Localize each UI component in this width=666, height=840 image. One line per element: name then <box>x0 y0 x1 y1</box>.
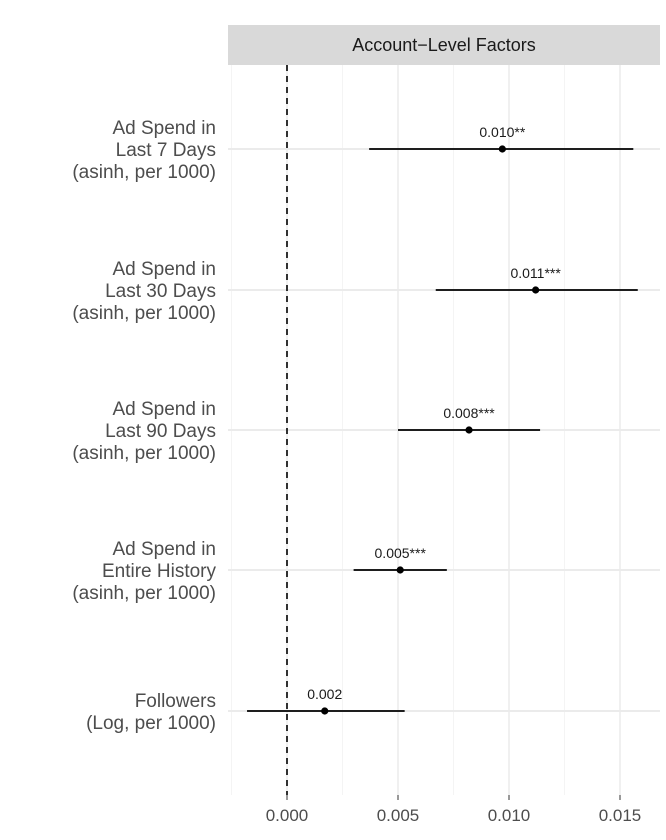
y-axis-label-line: Ad Spend in <box>112 539 216 560</box>
y-axis-label-line: (Log, per 1000) <box>86 713 216 734</box>
y-axis-label-line: Entire History <box>102 561 217 582</box>
estimates: 0.010** 0.011*** 0.008*** 0.005*** 0.002 <box>247 124 638 715</box>
estimate-label: 0.011*** <box>510 265 561 281</box>
x-axis-ticks: 0.000 0.005 0.010 0.015 <box>266 795 642 825</box>
estimate-label: 0.008*** <box>443 405 495 421</box>
estimate-label: 0.002 <box>307 686 342 702</box>
x-tick-label: 0.005 <box>377 806 420 825</box>
x-tick-label: 0.015 <box>599 806 642 825</box>
point-estimate <box>498 145 506 153</box>
y-axis-label-line: (asinh, per 1000) <box>72 443 216 464</box>
y-axis-label-line: Ad Spend in <box>112 399 216 420</box>
panel-title: Account−Level Factors <box>352 35 536 55</box>
y-axis-label-line: Ad Spend in <box>112 118 216 139</box>
y-axis-label-line: Last 90 Days <box>105 421 216 442</box>
x-tick-label: 0.000 <box>266 806 309 825</box>
y-axis-label-line: Last 7 Days <box>116 140 216 161</box>
y-axis-label-line: (asinh, per 1000) <box>72 583 216 604</box>
y-axis-label-line: Followers <box>135 691 216 712</box>
estimate-label: 0.005*** <box>375 545 427 561</box>
point-estimate <box>396 566 404 574</box>
y-axis-label-line: Ad Spend in <box>112 259 216 280</box>
y-axis-label-line: (asinh, per 1000) <box>72 162 216 183</box>
y-axis-label-line: (asinh, per 1000) <box>72 303 216 324</box>
x-tick-label: 0.010 <box>488 806 531 825</box>
y-axis-label-line: Last 30 Days <box>105 281 216 302</box>
estimate-label: 0.010** <box>479 124 525 140</box>
point-estimate <box>532 286 540 294</box>
strip-background <box>228 25 660 65</box>
point-estimate <box>321 707 329 715</box>
point-estimate <box>465 426 473 434</box>
